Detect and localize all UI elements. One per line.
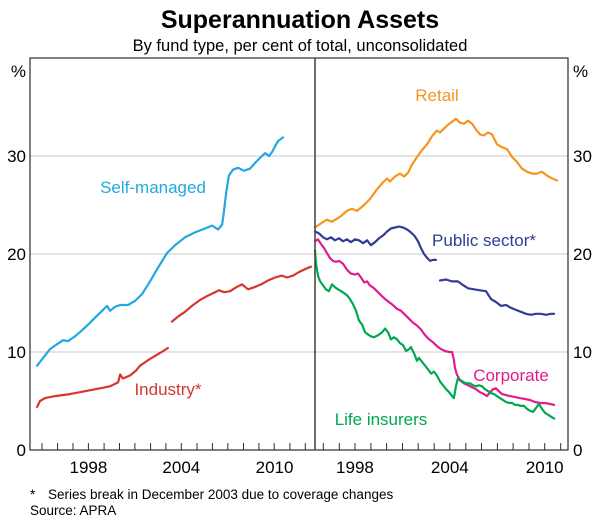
x-axis-label-right-1998: 1998 xyxy=(336,458,374,477)
x-axis-label-left-2010: 2010 xyxy=(256,458,294,477)
series-corporate-line-1 xyxy=(313,238,556,406)
y-axis-label-right-30: 30 xyxy=(573,147,592,166)
x-axis-label-left-2004: 2004 xyxy=(162,458,200,477)
x-axis-label-right-2004: 2004 xyxy=(431,458,469,477)
y-axis-label-right-0: 0 xyxy=(573,441,582,460)
chart-subtitle: By fund type, per cent of total, unconso… xyxy=(132,37,468,55)
x-axis-label-left-1998: 1998 xyxy=(70,458,108,477)
plot-frame xyxy=(29,57,569,451)
y-axis-label-right-10: 10 xyxy=(573,343,592,362)
series-public-sector-line-2 xyxy=(438,278,556,316)
series-industry-line-1 xyxy=(36,347,169,408)
y-axis-unit-left: % xyxy=(11,62,26,81)
series-label-public-sector: Public sector* xyxy=(432,231,536,250)
y-axis-unit-right: % xyxy=(573,62,588,81)
chart-title: Superannuation Assets xyxy=(160,6,440,34)
footnote-marker: * xyxy=(30,487,36,502)
footnote: * Series break in December 2003 due to co… xyxy=(30,487,393,502)
footnote-text: Series break in December 2003 due to cov… xyxy=(48,487,394,502)
series-label-retail: Retail xyxy=(415,86,458,105)
y-axis-label-right-20: 20 xyxy=(573,245,592,264)
series-public-sector-line-1 xyxy=(313,225,437,262)
y-axis-label-left-20: 20 xyxy=(7,245,26,264)
series-self-managed-line-1 xyxy=(36,136,285,367)
series-industry-line-2 xyxy=(170,265,313,323)
series-label-life-insurers: Life insurers xyxy=(335,410,428,429)
x-axis-label-right-2010: 2010 xyxy=(526,458,564,477)
series-retail-line-1 xyxy=(313,117,559,229)
y-axis-label-left-0: 0 xyxy=(17,441,26,460)
y-axis-label-left-10: 10 xyxy=(7,343,26,362)
y-axis-label-left-30: 30 xyxy=(7,147,26,166)
series-label-self-managed: Self-managed xyxy=(100,178,206,197)
source-note: Source: APRA xyxy=(30,503,117,518)
series-label-industry: Industry* xyxy=(134,380,201,399)
series-life-insurers-line-1 xyxy=(313,249,556,420)
series-label-corporate: Corporate xyxy=(473,366,549,385)
